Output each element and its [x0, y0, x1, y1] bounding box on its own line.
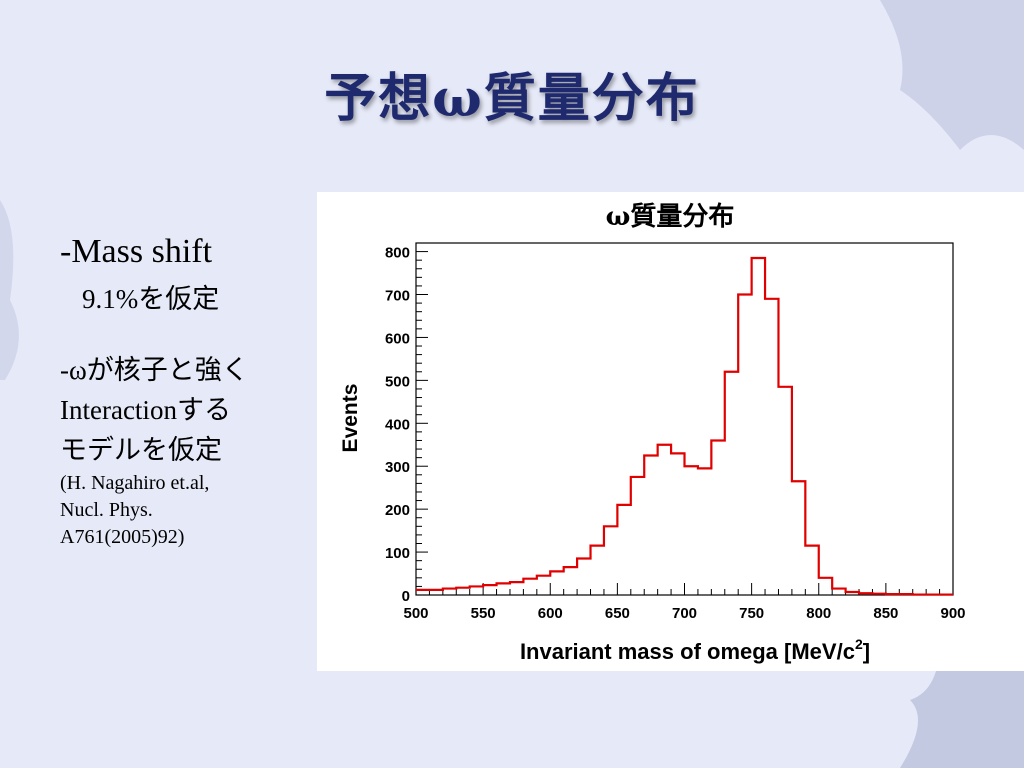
y-tick-label: 100 [385, 545, 410, 562]
x-tick-label: 550 [471, 605, 496, 622]
x-tick-label: 900 [940, 605, 965, 622]
omega-note-line-1: -ωが核子と強く [60, 355, 249, 385]
reference-line-2: Nucl. Phys. [60, 499, 153, 521]
mass-shift-heading: -Mass shift [60, 233, 213, 270]
omega-model-note: -ωが核子と強く Interactionする モデルを仮定 [60, 350, 310, 470]
chart-panel: ω質量分布 0 100 200 300 400 500 600 700 800 500 550 60… [317, 192, 1024, 671]
y-tick-label: 200 [385, 502, 410, 519]
omega-note-line-3: モデルを仮定 [60, 435, 222, 465]
x-axis-label-superscript: 2 [855, 636, 863, 652]
mass-shift-detail: 9.1%を仮定 [82, 284, 220, 314]
y-axis-label: Events [339, 384, 362, 453]
x-tick-label: 800 [806, 605, 831, 622]
x-tick-label: 650 [605, 605, 630, 622]
reference-line-3: A761(2005)92) [60, 526, 185, 548]
y-tick-label: 800 [385, 245, 410, 262]
chart-title: ω質量分布 [606, 202, 735, 232]
histogram-series-line [416, 256, 953, 596]
y-tick-label: 300 [385, 459, 410, 476]
histogram-chart: ω質量分布 0 100 200 300 400 500 600 700 800 500 550 60… [339, 202, 966, 664]
plot-frame [415, 242, 954, 596]
x-axis-label: Invariant mass of omega [MeV/c2] [520, 636, 870, 664]
notes-panel: -Mass shift 9.1%を仮定 -ωが核子と強く Interaction… [60, 232, 310, 551]
x-tick-label: 750 [739, 605, 764, 622]
y-tick-label: 700 [385, 288, 410, 305]
omega-note-line-2: Interactionする [60, 395, 231, 425]
x-tick-label: 850 [873, 605, 898, 622]
x-axis: 500 550 600 650 700 750 800 850 900 [403, 583, 966, 622]
slide-title: 予想ω質量分布 [324, 68, 700, 129]
x-axis-label-main: Invariant mass of omega [MeV/c [520, 639, 855, 664]
x-axis-label-end: ] [863, 639, 870, 664]
x-tick-label: 600 [538, 605, 563, 622]
y-tick-label: 500 [385, 373, 410, 390]
x-tick-label: 500 [403, 605, 428, 622]
x-tick-label: 700 [672, 605, 697, 622]
y-tick-label: 0 [402, 588, 410, 605]
y-tick-label: 600 [385, 330, 410, 347]
reference-line-1: (H. Nagahiro et.al, [60, 472, 210, 494]
reference-citation: (H. Nagahiro et.al, Nucl. Phys. A761(200… [60, 470, 310, 551]
y-tick-label: 400 [385, 416, 410, 433]
y-axis: 0 100 200 300 400 500 600 700 800 [385, 242, 428, 605]
